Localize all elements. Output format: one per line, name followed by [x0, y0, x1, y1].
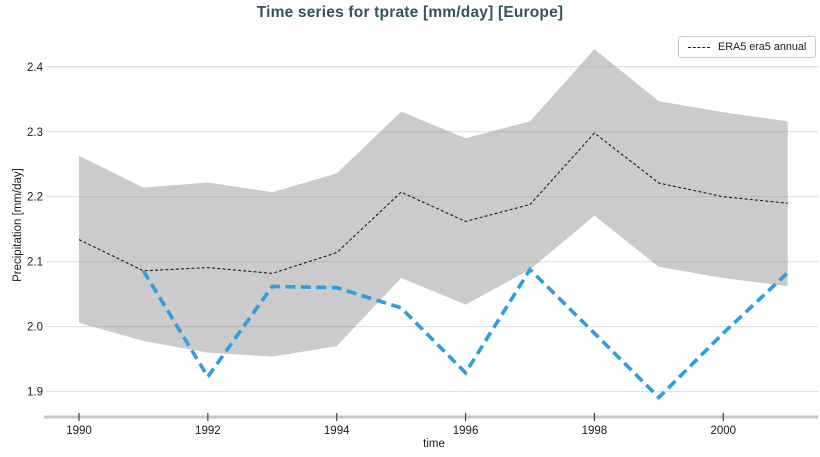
- legend-box: ERA5 era5 annual: [678, 36, 817, 58]
- legend-label: ERA5 era5 annual: [718, 41, 807, 53]
- x-tick-label: 2000: [710, 425, 736, 437]
- uncertainty-band: [78, 49, 788, 357]
- x-tick-label: 1996: [453, 425, 479, 437]
- y-tick-label: 1.9: [27, 387, 43, 399]
- y-tick-label: 2.2: [27, 192, 43, 204]
- x-tick-label: 1992: [195, 425, 221, 437]
- chart-title: Time series for tprate [mm/day] [Europe]: [256, 4, 564, 21]
- x-axis-label: time: [423, 438, 445, 450]
- x-tick-label: 1990: [66, 425, 92, 437]
- x-tick-label: 1998: [582, 425, 608, 437]
- y-tick-label: 2.1: [27, 257, 43, 269]
- series-line-era5-annual: [78, 132, 788, 274]
- x-tick-label: 1994: [324, 425, 350, 437]
- y-tick-label: 2.4: [27, 62, 44, 74]
- y-tick-label: 2.0: [27, 322, 43, 334]
- y-tick-label: 2.3: [27, 127, 43, 139]
- series-line-blue-dashed: [141, 266, 789, 401]
- legend-dashed-line-sample: [688, 46, 710, 48]
